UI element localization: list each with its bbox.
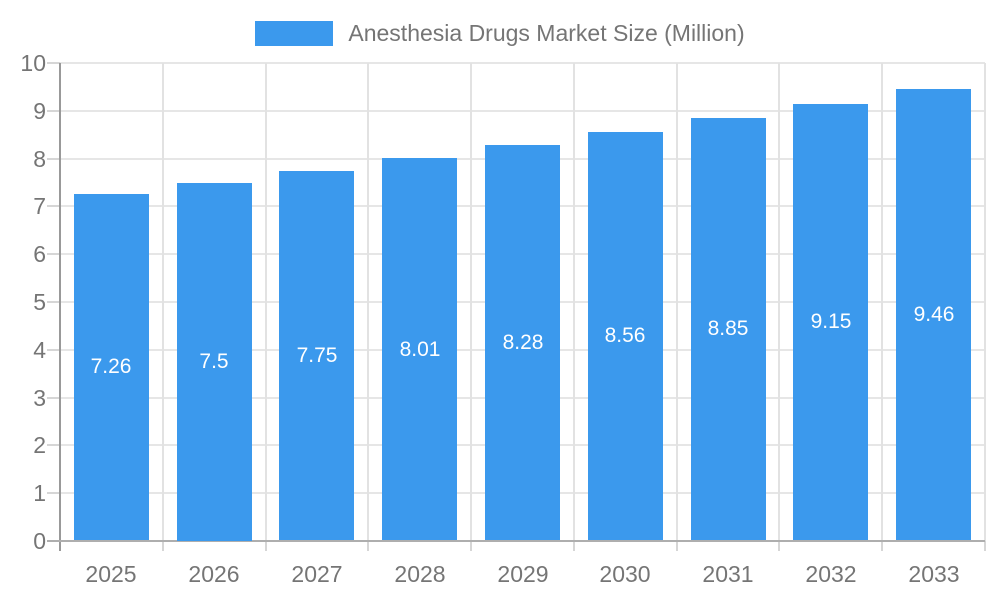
x-tick-label: 2033: [908, 561, 960, 587]
y-gridline: [60, 110, 985, 112]
legend-color-swatch: [255, 21, 334, 46]
y-tick-label: 10: [20, 50, 46, 76]
x-axis-tick: [676, 541, 678, 551]
y-axis-tick: [47, 158, 60, 160]
y-axis-tick: [47, 301, 60, 303]
x-axis-tick: [984, 541, 986, 551]
x-axis-tick: [162, 541, 164, 551]
x-tick-label: 2026: [188, 561, 240, 587]
bar[interactable]: [177, 183, 252, 541]
bar-value-label: 8.56: [604, 324, 646, 347]
x-gridline: [470, 63, 472, 541]
bar-value-label: 8.01: [399, 338, 441, 361]
x-gridline: [881, 63, 883, 541]
bar[interactable]: [896, 89, 971, 540]
bar-value-label: 8.85: [707, 317, 749, 340]
bar-value-label: 8.28: [502, 331, 544, 354]
x-axis-tick: [881, 541, 883, 551]
bar-value-label: 7.5: [199, 350, 229, 373]
x-tick-label: 2029: [497, 561, 549, 587]
x-tick-label: 2027: [291, 561, 343, 587]
y-axis-tick: [47, 110, 60, 112]
y-axis-tick: [47, 205, 60, 207]
x-axis-tick: [470, 541, 472, 551]
x-gridline: [162, 63, 164, 541]
y-tick-label: 3: [33, 385, 46, 411]
bar[interactable]: [588, 132, 663, 540]
y-axis-tick: [47, 397, 60, 399]
y-axis-tick: [47, 62, 60, 64]
bar[interactable]: [382, 158, 457, 540]
x-gridline: [573, 63, 575, 541]
y-tick-label: 2: [33, 432, 46, 458]
bar-value-label: 9.46: [913, 303, 955, 326]
y-tick-label: 9: [33, 98, 46, 124]
x-tick-label: 2032: [805, 561, 857, 587]
x-gridline: [367, 63, 369, 541]
bar-value-label: 7.26: [90, 355, 132, 378]
y-axis-tick: [47, 444, 60, 446]
y-tick-label: 4: [33, 337, 46, 363]
x-gridline: [676, 63, 678, 541]
x-gridline: [984, 63, 986, 541]
bar[interactable]: [793, 104, 868, 540]
y-tick-label: 7: [33, 193, 46, 219]
x-tick-label: 2030: [599, 561, 651, 587]
legend-series-label: Anesthesia Drugs Market Size (Million): [348, 20, 745, 46]
y-tick-label: 5: [33, 289, 46, 315]
bar[interactable]: [691, 118, 766, 540]
x-axis-tick: [265, 541, 267, 551]
y-axis-tick: [47, 349, 60, 351]
bar-value-label: 9.15: [810, 310, 852, 333]
x-axis-tick: [778, 541, 780, 551]
chart-legend[interactable]: Anesthesia Drugs Market Size (Million): [0, 20, 1000, 47]
bar[interactable]: [74, 194, 149, 540]
y-axis-tick: [47, 253, 60, 255]
y-gridline: [60, 62, 985, 64]
x-tick-label: 2025: [85, 561, 137, 587]
x-axis-tick: [573, 541, 575, 551]
y-axis-tick: [47, 492, 60, 494]
y-axis-line: [59, 63, 61, 551]
x-tick-label: 2028: [394, 561, 446, 587]
y-tick-label: 0: [33, 528, 46, 554]
bar[interactable]: [279, 171, 354, 540]
bar[interactable]: [485, 145, 560, 540]
x-baseline: [47, 540, 985, 542]
y-tick-label: 1: [33, 480, 46, 506]
x-gridline: [265, 63, 267, 541]
bar-value-label: 7.75: [296, 344, 338, 367]
y-tick-label: 6: [33, 241, 46, 267]
x-axis-tick: [367, 541, 369, 551]
y-tick-label: 8: [33, 146, 46, 172]
x-tick-label: 2031: [702, 561, 754, 587]
x-gridline: [778, 63, 780, 541]
